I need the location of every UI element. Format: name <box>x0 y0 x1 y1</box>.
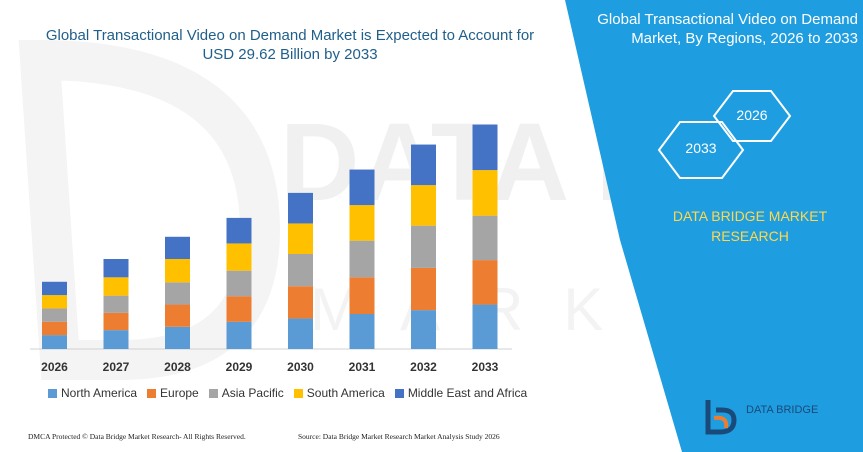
legend-swatch <box>293 388 303 398</box>
bar-segment <box>411 185 436 226</box>
bar-segment <box>226 217 252 244</box>
bar-segment <box>472 260 498 305</box>
x-tick-label: 2026 <box>41 360 68 374</box>
bar-segment <box>103 312 129 331</box>
bar-segment <box>288 223 313 254</box>
bar-segment <box>165 259 190 283</box>
x-tick-label: 2031 <box>349 360 376 374</box>
legend-label: Asia Pacific <box>221 386 284 400</box>
bar-segment <box>165 304 190 327</box>
legend-swatch <box>147 388 157 398</box>
bar-segment <box>411 267 436 311</box>
bar-segment <box>165 236 190 259</box>
bar-segment <box>165 326 190 349</box>
bar-segment <box>165 282 190 305</box>
x-tick-label: 2030 <box>287 360 314 374</box>
bar-segment <box>472 170 498 216</box>
legend-label: Europe <box>160 386 199 400</box>
bar-segment <box>411 225 436 268</box>
legend-item: South America <box>293 386 385 400</box>
bar-segment <box>349 240 375 278</box>
bar-segment <box>103 330 129 349</box>
logo-text: DATA BRIDGE <box>746 404 819 416</box>
bar-segment <box>411 144 436 186</box>
legend-label: North America <box>61 386 138 400</box>
legend-item: Asia Pacific <box>208 386 284 400</box>
legend-swatch <box>48 388 57 398</box>
bar-segment <box>226 321 252 349</box>
hex-label-2026: 2026 <box>736 107 768 123</box>
legend-item: Middle East and Africa <box>394 386 528 400</box>
bar-segment <box>42 335 67 349</box>
bar-segment <box>472 124 498 171</box>
bar-segment <box>411 310 436 349</box>
bar-segment <box>349 314 375 349</box>
brand-text: DATA BRIDGE MARKET RESEARCH <box>672 208 828 244</box>
hexagon-2026 <box>712 90 792 142</box>
bar-segment <box>288 192 313 224</box>
bar-segment <box>42 321 67 336</box>
x-tick-label: 2029 <box>226 360 253 374</box>
bar-segment <box>349 169 375 206</box>
bar-segment <box>42 295 67 309</box>
x-tick-label: 2032 <box>410 360 437 374</box>
bar-segment <box>103 277 129 296</box>
x-tick-label: 2033 <box>472 360 499 374</box>
bar-segment <box>226 296 252 322</box>
bar-segment <box>226 243 252 271</box>
chart-legend: North America Europe Asia Pacific South Ame… <box>48 386 527 400</box>
bar-segment <box>103 295 129 313</box>
legend-label: South America <box>306 386 385 400</box>
legend-swatch <box>394 388 404 398</box>
x-tick-label: 2028 <box>164 360 191 374</box>
bar-segment <box>472 215 498 261</box>
bar-segment <box>103 259 129 278</box>
legend-item: Europe <box>147 386 199 400</box>
bar-segment <box>42 281 67 296</box>
bar-segment <box>349 277 375 314</box>
bar-segment <box>349 205 375 241</box>
hex-label-2033: 2033 <box>685 140 717 156</box>
footer-source: Source: Data Bridge Market Research Mark… <box>298 432 500 441</box>
legend-label: Middle East and Africa <box>407 386 528 400</box>
chart-title: Global Transactional Video on Demand Mar… <box>45 27 535 63</box>
legend-item: North America <box>48 386 137 400</box>
bar-segment <box>288 254 313 287</box>
bar-segment <box>472 304 498 349</box>
x-tick-label: 2027 <box>103 360 130 374</box>
hexagon-2033 <box>657 121 745 179</box>
bar-segment <box>226 270 252 297</box>
bar-segment <box>288 286 313 319</box>
footer-copyright: DMCA Protected © Data Bridge Market Rese… <box>28 432 246 441</box>
legend-swatch <box>208 388 218 398</box>
panel-title: Global Transactional Video on Demand Mar… <box>597 11 858 47</box>
data-bridge-logo-icon <box>705 400 737 435</box>
bar-segment <box>42 308 67 322</box>
bar-segment <box>288 318 313 349</box>
